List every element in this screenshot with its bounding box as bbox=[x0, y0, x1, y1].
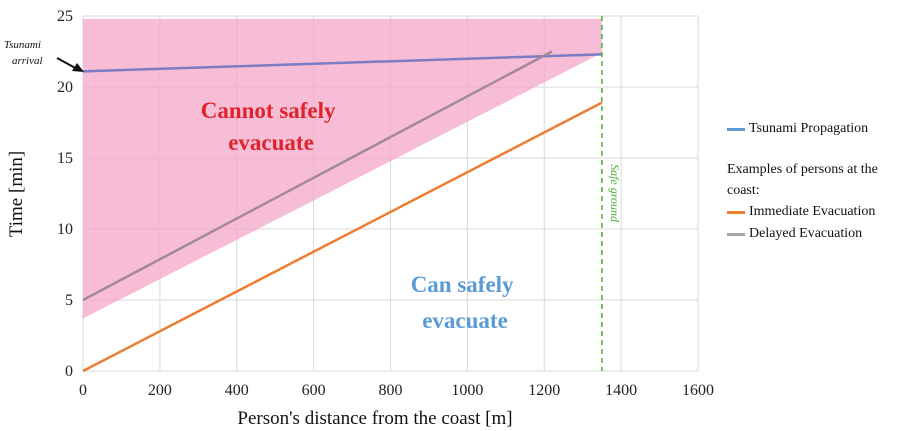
y-tick-label: 5 bbox=[65, 292, 73, 309]
series-line-1 bbox=[82, 101, 603, 373]
x-axis-title: Person's distance from the coast [m] bbox=[237, 408, 512, 429]
y-axis-title: Time [min] bbox=[6, 151, 27, 237]
can-evacuate-label: Can safely evacuate bbox=[411, 272, 520, 333]
x-tick-label: 800 bbox=[379, 382, 403, 399]
legend-label: Delayed Evacuation bbox=[749, 226, 863, 241]
legend: Tsunami Propagation Examples of persons … bbox=[727, 118, 917, 245]
x-tick-label: 600 bbox=[302, 382, 326, 399]
legend-note: Examples of persons at the coast: bbox=[727, 162, 878, 198]
x-tick-label: 200 bbox=[148, 382, 172, 399]
x-tick-label: 1200 bbox=[528, 382, 560, 399]
y-tick-label: 20 bbox=[57, 79, 73, 96]
legend-swatch bbox=[727, 127, 745, 131]
legend-item-delayed: Delayed Evacuation bbox=[727, 223, 917, 245]
y-tick-label: 10 bbox=[57, 221, 73, 238]
arrow-head-icon bbox=[72, 63, 84, 72]
legend-swatch bbox=[727, 210, 745, 214]
legend-swatch bbox=[727, 232, 745, 236]
legend-label: Tsunami Propagation bbox=[749, 121, 869, 136]
series-line-2 bbox=[82, 50, 553, 302]
legend-label: Immediate Evacuation bbox=[749, 204, 876, 219]
tick-labels: 0 200 400 600 800 1000 1200 1400 1600 0 5 10 15 20 25 bbox=[57, 8, 714, 399]
x-tick-label: 0 bbox=[79, 382, 87, 399]
x-tick-label: 1400 bbox=[605, 382, 637, 399]
y-tick-label: 15 bbox=[57, 150, 73, 167]
series-lines bbox=[82, 50, 603, 373]
legend-item-immediate: Immediate Evacuation bbox=[727, 201, 917, 223]
y-tick-label: 0 bbox=[65, 363, 73, 380]
y-tick-label: 25 bbox=[57, 8, 73, 25]
x-tick-label: 1000 bbox=[451, 382, 483, 399]
cannot-evacuate-label: Cannot safely evacuate bbox=[201, 98, 342, 155]
tsunami-arrival-label: Tsunami arrival bbox=[4, 39, 44, 67]
legend-item-tsunami: Tsunami Propagation bbox=[727, 118, 917, 140]
x-tick-label: 400 bbox=[225, 382, 249, 399]
safe-ground-label: Safe ground bbox=[608, 164, 622, 223]
series-line-0 bbox=[82, 53, 602, 73]
x-tick-label: 1600 bbox=[682, 382, 714, 399]
